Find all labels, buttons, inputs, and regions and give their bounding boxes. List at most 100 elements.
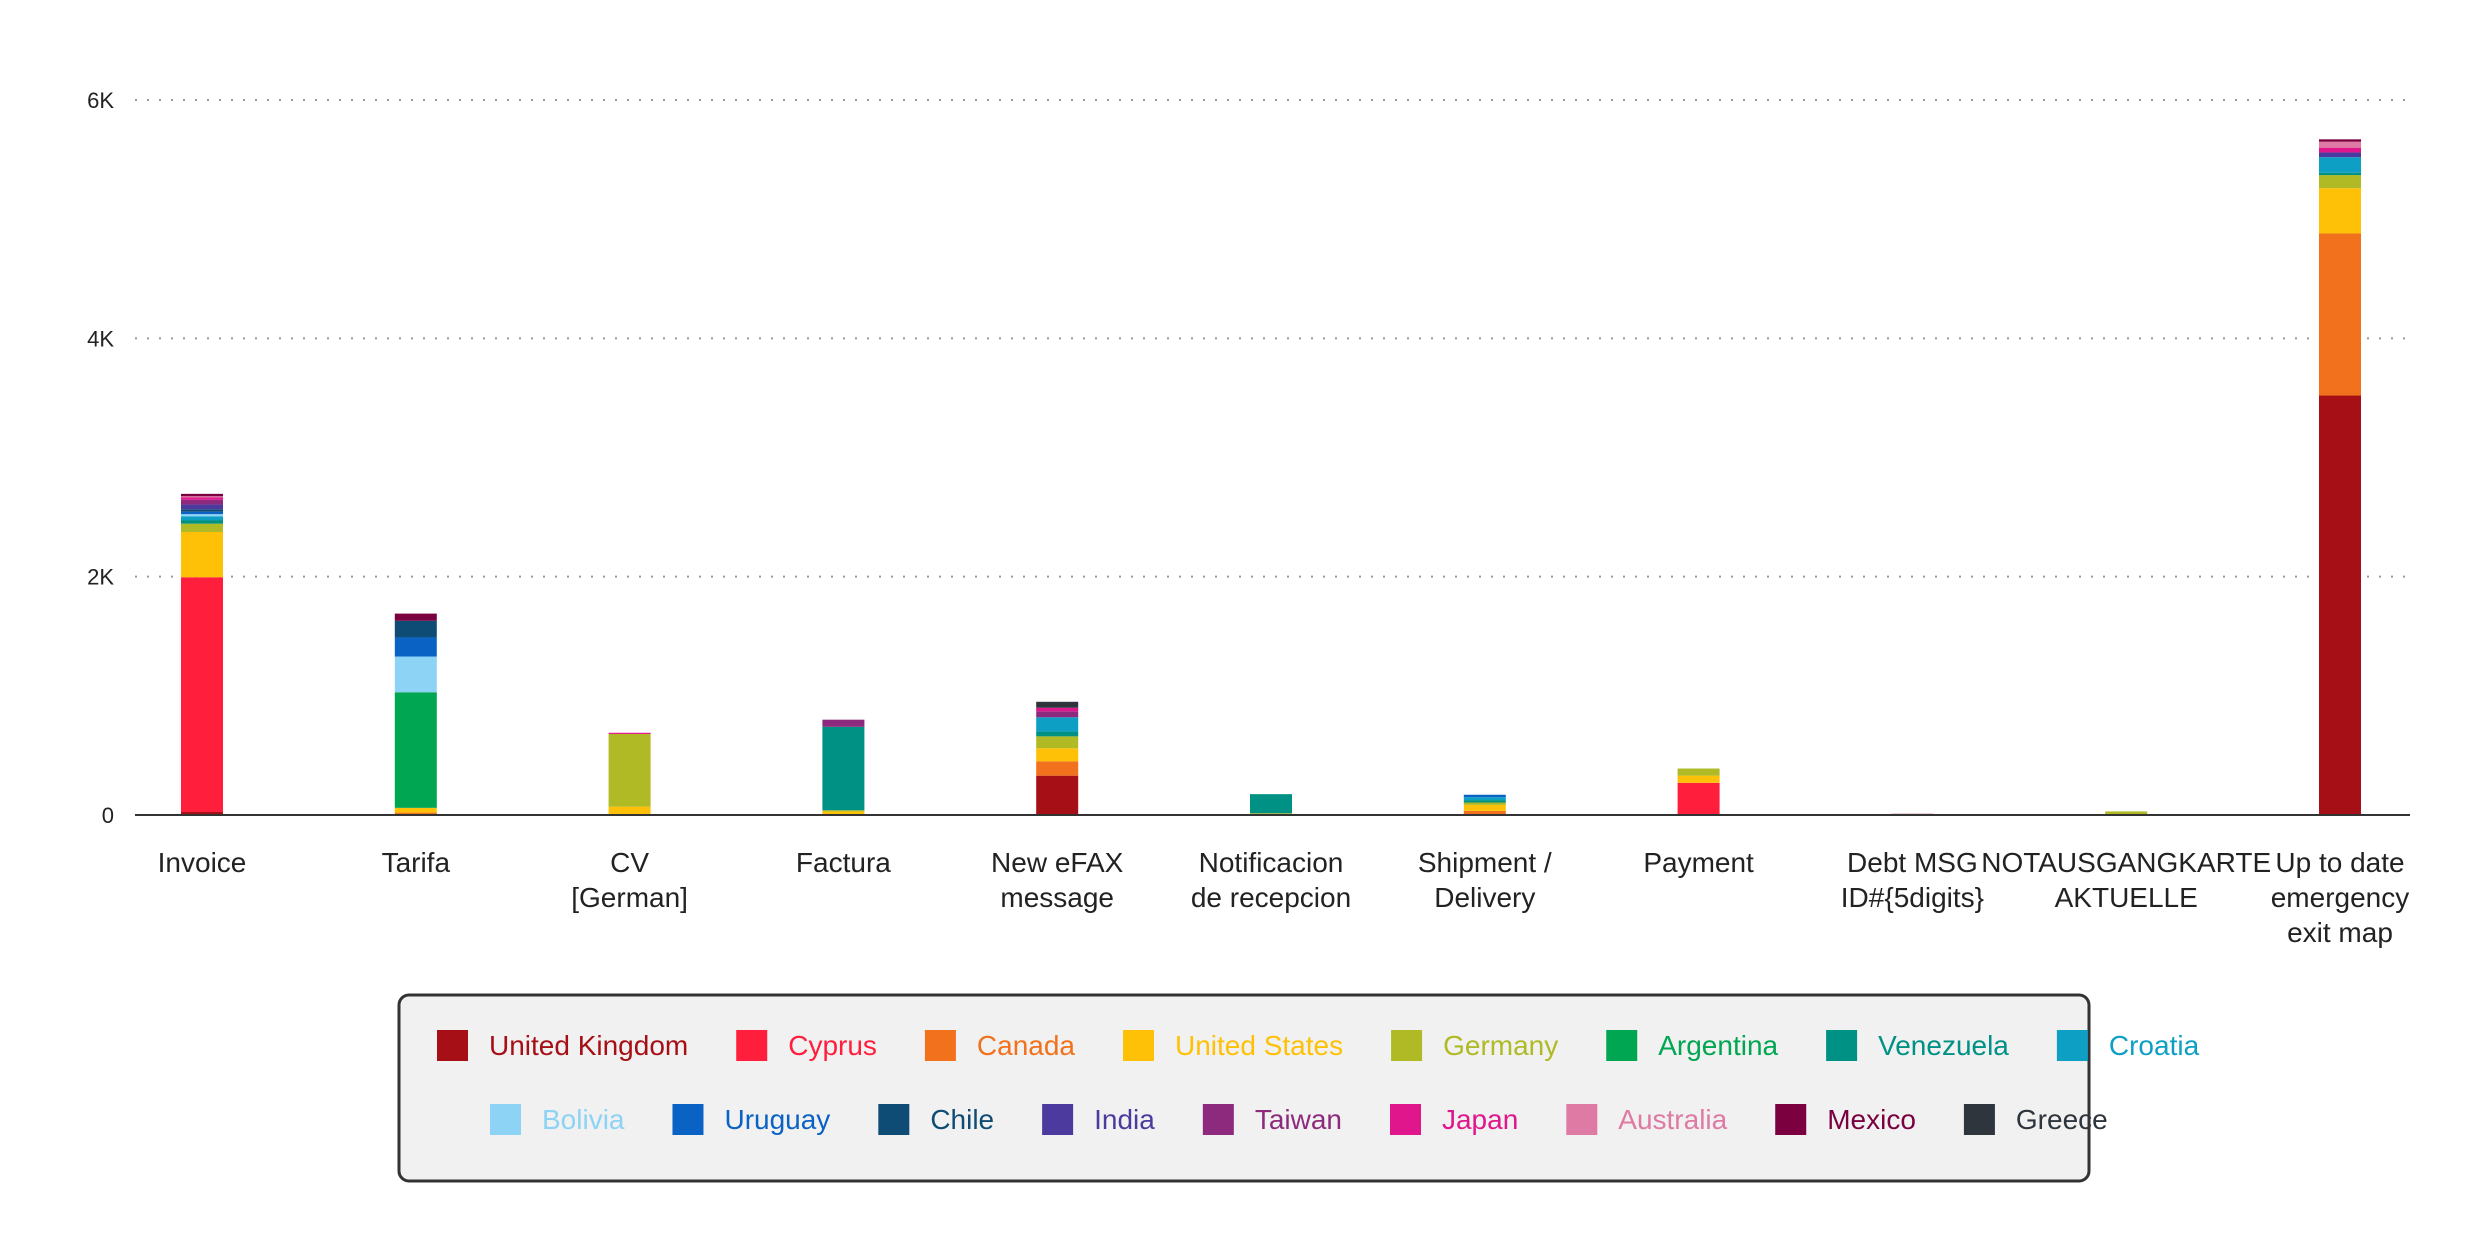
bar-segment (1463, 810, 1506, 815)
y-axis: 0 2K 4K 6K (87, 88, 114, 828)
legend-swatch (1566, 1104, 1598, 1135)
legend-label: Greece (2016, 1104, 2108, 1135)
y-tick-label: 6K (87, 88, 114, 113)
bar-segment (181, 504, 223, 510)
x-tick-label: Up to date emergency exit map (2271, 847, 2410, 948)
legend: United Kingdom Cyprus Canada United States G… (397, 993, 2200, 1183)
bar-segment (1036, 736, 1079, 749)
legend-item[interactable]: Canada (924, 1030, 1076, 1061)
bar-segment (1463, 804, 1506, 811)
bars (181, 139, 2361, 815)
legend-swatch (1202, 1104, 1234, 1135)
x-tick-label: Tarifa (382, 847, 451, 878)
legend-label: Mexico (1827, 1104, 1916, 1135)
legend-swatch (1775, 1104, 1807, 1135)
legend-item[interactable]: Argentina (1606, 1030, 1779, 1061)
bar-segment (181, 496, 223, 498)
legend-swatch (1391, 1030, 1423, 1061)
bar-segment (1463, 802, 1506, 805)
legend-label: Germany (1443, 1030, 1558, 1061)
y-tick-label: 4K (87, 326, 114, 351)
legend-item[interactable]: Cyprus (736, 1030, 877, 1061)
bar-segment (608, 733, 651, 807)
bar-segment (181, 531, 223, 578)
bar-segment (1036, 711, 1079, 718)
legend-swatch (1389, 1104, 1421, 1135)
bar-segment (181, 514, 223, 517)
bar-segment (2319, 188, 2361, 234)
legend-item[interactable]: Germany (1391, 1030, 1558, 1061)
x-tick-label: Notificacion de recepcion (1191, 847, 1351, 913)
bar-segment (822, 810, 865, 812)
bar-segment (2319, 157, 2361, 173)
bar-segment (394, 637, 437, 657)
legend-label: United States (1175, 1030, 1343, 1061)
bar-segment (1677, 775, 1720, 783)
gridlines (135, 99, 2410, 578)
legend-item[interactable]: Bolivia (490, 1104, 625, 1135)
x-tick-label: NOTAUSGANGKARTE AKTUELLE (1981, 847, 2271, 913)
legend-label: Venezuela (1878, 1030, 2009, 1061)
bar-segment (394, 613, 437, 621)
legend-item[interactable]: Australia (1566, 1104, 1728, 1135)
legend-item[interactable]: Croatia (2056, 1030, 2200, 1061)
x-axis: Invoice Tarifa CV [German] Factura New eFAX me… (158, 847, 2410, 948)
legend-item[interactable]: Taiwan (1202, 1104, 1342, 1135)
x-tick-label: New eFAX message (991, 847, 1124, 913)
bar-segment (822, 811, 865, 815)
bar-segment (822, 719, 865, 727)
bar-segment (394, 807, 437, 813)
bar-segment (394, 620, 437, 638)
legend-label: Cyprus (788, 1030, 877, 1061)
bar-segment (2319, 175, 2361, 189)
legend-swatch (736, 1030, 768, 1061)
bar-segment (608, 732, 651, 734)
bar-segment (1036, 717, 1079, 732)
legend-item[interactable]: India (1042, 1104, 1155, 1135)
legend-box (397, 993, 2091, 1183)
bar-segment (181, 812, 223, 815)
bar-segment (822, 726, 865, 811)
legend-label: Croatia (2109, 1030, 2200, 1061)
legend-item[interactable]: Japan (1389, 1104, 1518, 1135)
x-tick-label: Factura (796, 847, 891, 878)
bar-segment (2105, 811, 2148, 815)
legend-label: India (1094, 1104, 1155, 1135)
bar-segment (394, 692, 437, 808)
bar-segment (1036, 775, 1079, 815)
bar-segment (181, 577, 223, 813)
legend-swatch (1042, 1104, 1074, 1135)
legend-item[interactable]: United Kingdom (437, 1030, 688, 1061)
bar-segment (2319, 395, 2361, 815)
bar-segment (1036, 761, 1079, 776)
legend-swatch (1963, 1104, 1995, 1135)
legend-item[interactable]: Chile (878, 1104, 994, 1135)
bar-segment (1036, 707, 1079, 712)
bar-segment (181, 523, 223, 532)
legend-item[interactable]: Uruguay (672, 1104, 830, 1135)
bar-segment (1463, 794, 1506, 798)
bar-segment (181, 493, 223, 497)
legend-swatch (924, 1030, 956, 1061)
bar-segment (2319, 139, 2361, 142)
x-tick-label: Payment (1643, 847, 1754, 878)
legend-item[interactable]: Greece (1963, 1104, 2108, 1135)
legend-swatch (1606, 1030, 1638, 1061)
bar-segment (1036, 731, 1079, 737)
x-tick-label: Invoice (158, 847, 247, 878)
bar-segment (1463, 797, 1506, 801)
bar-segment (1036, 701, 1079, 708)
y-tick-label: 0 (102, 803, 114, 828)
bar-segment (181, 520, 223, 524)
legend-swatch (878, 1104, 910, 1135)
legend-item[interactable]: United States (1122, 1030, 1343, 1061)
bar-segment (181, 497, 223, 500)
legend-item[interactable]: Mexico (1775, 1104, 1916, 1135)
bar-segment (2319, 141, 2361, 148)
bar-segment (608, 806, 651, 815)
bar-segment (1463, 800, 1506, 803)
legend-swatch (1122, 1030, 1154, 1061)
bar-segment (1250, 794, 1292, 814)
legend-item[interactable]: Venezuela (1826, 1030, 2009, 1061)
